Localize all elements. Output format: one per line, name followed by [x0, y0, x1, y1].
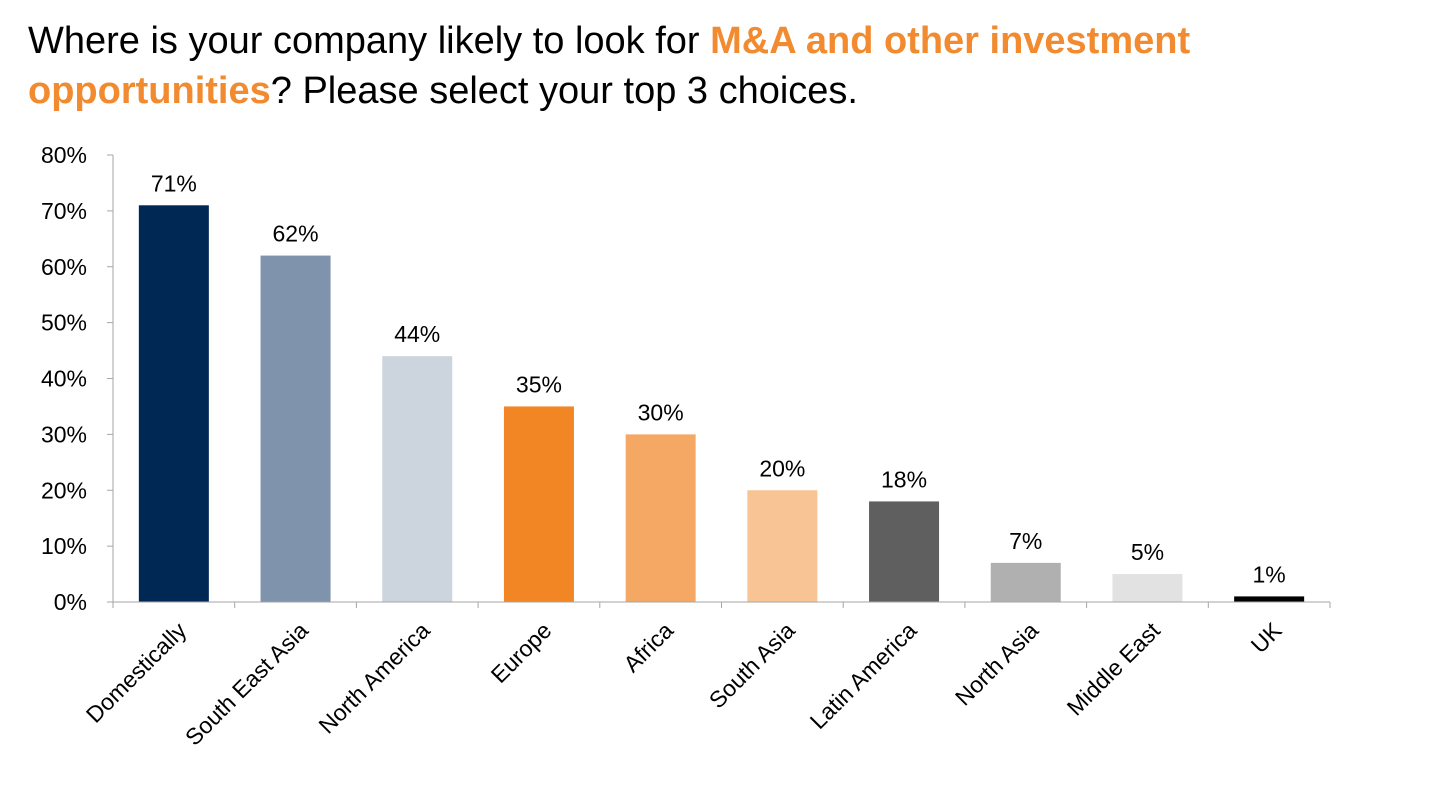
- x-tick-label: Europe: [486, 617, 557, 688]
- data-label: 5%: [1131, 539, 1164, 565]
- data-label: 62%: [273, 221, 319, 247]
- y-tick-label: 80%: [41, 142, 87, 168]
- x-tick-label: UK: [1246, 617, 1287, 658]
- bar-middle-east: [1112, 574, 1183, 602]
- y-tick-label: 50%: [41, 310, 87, 336]
- title-text-start: Where is your company likely to look for: [28, 20, 711, 62]
- y-tick-label: 10%: [41, 533, 87, 559]
- y-tick-label: 0%: [54, 589, 87, 615]
- bar-north-america: [382, 356, 453, 602]
- data-label: 35%: [516, 371, 562, 397]
- chart-title: Where is your company likely to look for…: [28, 16, 1388, 116]
- bar-africa: [625, 434, 696, 602]
- y-tick-label: 70%: [41, 198, 87, 224]
- y-axis: 0% 10% 20% 30% 40% 50% 60% 70% 80%: [41, 142, 114, 615]
- y-tick-label: 60%: [41, 254, 87, 280]
- bar-domestically: [138, 205, 209, 602]
- x-tick-label: South Asia: [704, 617, 800, 713]
- bars-group: [138, 205, 1305, 602]
- x-tick-label: Latin America: [805, 617, 922, 734]
- x-tick-label: Domestically: [81, 617, 192, 728]
- bar-north-asia: [990, 562, 1061, 602]
- title-highlight: M&A and other investment opportunities: [28, 20, 1191, 112]
- data-labels-group: 71% 62% 44% 35% 30% 20% 18% 7% 5% 1%: [151, 170, 1286, 587]
- x-tick-label: Middle East: [1062, 617, 1166, 721]
- x-tick-label: Africa: [618, 617, 678, 677]
- data-label: 7%: [1009, 528, 1042, 554]
- y-tick-label: 30%: [41, 421, 87, 447]
- bar-south-asia: [747, 490, 818, 602]
- bar-south-east-asia: [260, 255, 331, 602]
- y-tick-label: 40%: [41, 366, 87, 392]
- data-label: 71%: [151, 170, 197, 196]
- bar-europe: [503, 406, 574, 602]
- data-label: 44%: [394, 321, 440, 347]
- bar-uk: [1234, 596, 1305, 602]
- title-text-end: ? Please select your top 3 choices.: [270, 70, 858, 112]
- x-tick-label: North America: [313, 617, 435, 739]
- data-label: 30%: [638, 399, 684, 425]
- y-tick-label: 20%: [41, 477, 87, 503]
- data-label: 18%: [881, 466, 927, 492]
- x-tick-label: South East Asia: [180, 617, 313, 750]
- data-label: 20%: [759, 455, 805, 481]
- x-tick-label: North Asia: [950, 617, 1044, 711]
- bar-latin-america: [869, 501, 940, 602]
- data-label: 1%: [1253, 561, 1286, 587]
